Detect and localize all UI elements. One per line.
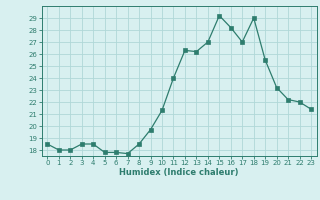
X-axis label: Humidex (Indice chaleur): Humidex (Indice chaleur) bbox=[119, 168, 239, 177]
